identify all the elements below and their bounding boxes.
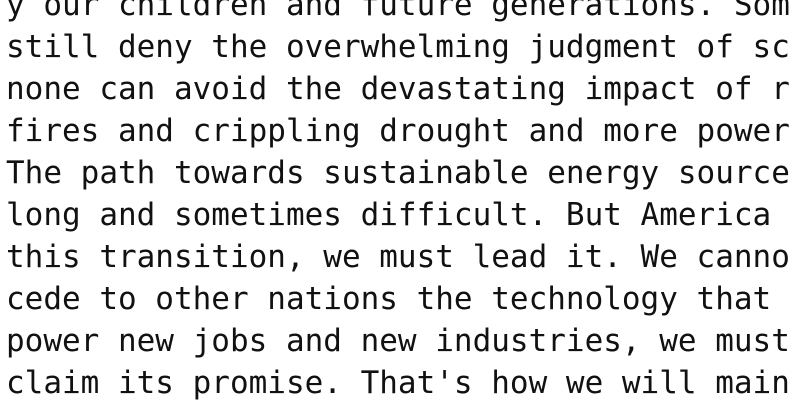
text-line: The path towards sustainable energy sour… [6,155,790,191]
text-line: y our children and future generations. S… [6,0,790,23]
document-text-body: y our children and future generations. S… [6,0,800,404]
text-line: fires and crippling drought and more pow… [6,113,790,149]
text-line: claim its promise. That's how we will ma… [6,365,790,401]
text-line: long and sometimes difficult. But Americ… [6,197,772,233]
text-line: still deny the overwhelming judgment of … [6,29,790,65]
text-line: cede to other nations the technology tha… [6,281,772,317]
text-line: none can avoid the devastating impact of… [6,71,790,107]
text-line: this transition, we must lead it. We can… [6,239,790,275]
text-line: power new jobs and new industries, we mu… [6,323,790,359]
